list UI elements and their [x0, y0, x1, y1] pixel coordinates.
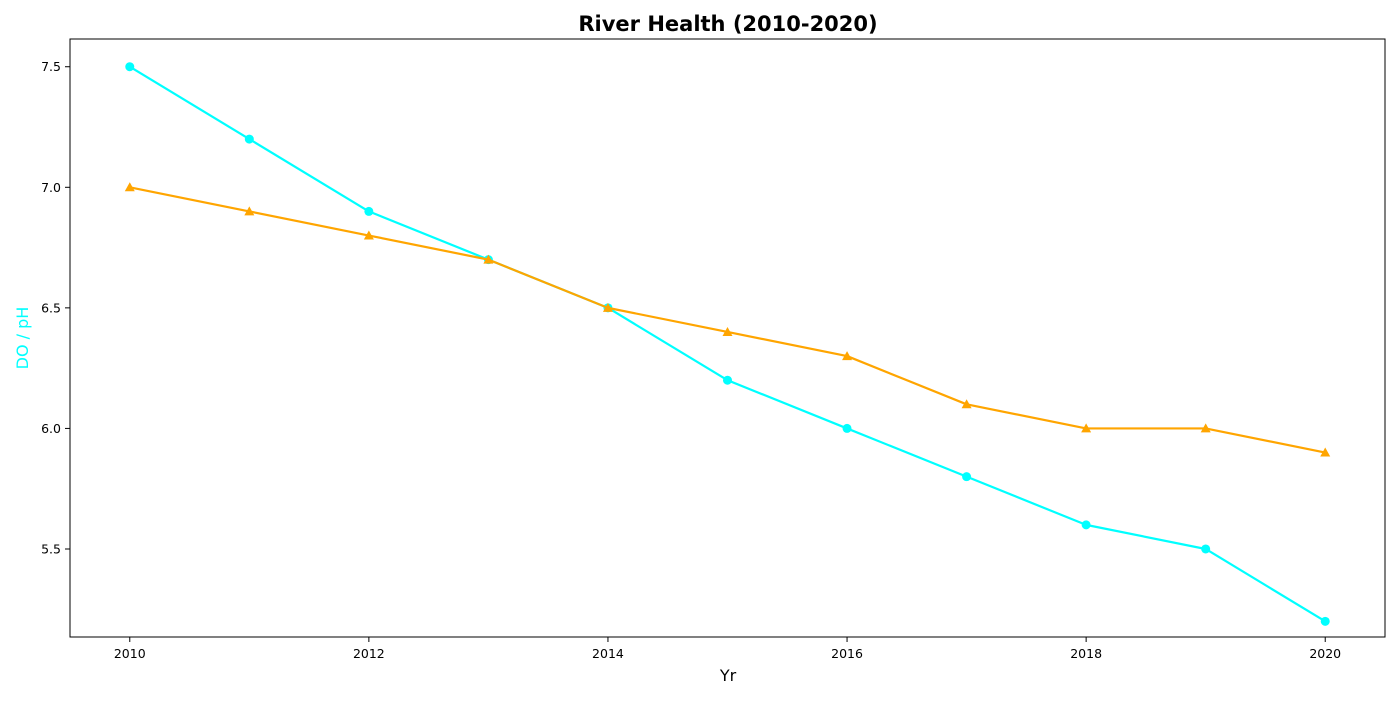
x-tick-label: 2018 — [1070, 646, 1102, 661]
data-point — [722, 326, 733, 336]
data-point — [842, 351, 853, 361]
data-point — [125, 62, 135, 72]
x-tick-label: 2020 — [1309, 646, 1341, 661]
data-point — [842, 423, 852, 433]
data-point — [364, 206, 374, 216]
data-point — [244, 206, 255, 216]
series-1 — [125, 62, 1330, 626]
data-point — [244, 134, 254, 144]
y-tick-label: 7.0 — [41, 180, 61, 195]
x-tick-label: 2010 — [114, 646, 146, 661]
data-point — [1081, 520, 1091, 530]
data-point — [962, 472, 972, 482]
data-point — [1200, 423, 1211, 433]
y-tick-label: 5.5 — [41, 541, 61, 556]
axes-frame — [69, 38, 1386, 638]
x-tick-label: 2012 — [353, 646, 385, 661]
data-point — [1081, 423, 1092, 433]
series-2 — [124, 182, 1331, 457]
data-point — [1201, 544, 1211, 554]
y-tick-label: 6.5 — [41, 300, 61, 315]
data-point — [1320, 616, 1330, 626]
chart-title: River Health (2010-2020) — [578, 12, 877, 36]
y-axis-label: DO / pH — [13, 307, 32, 370]
x-tick-label: 2014 — [592, 646, 624, 661]
data-point — [124, 182, 135, 192]
data-point — [961, 399, 972, 409]
series-layer — [124, 62, 1331, 626]
x-axis-label: Yr — [719, 666, 737, 685]
y-tick-label: 6.0 — [41, 421, 61, 436]
data-point — [483, 254, 494, 264]
data-point — [1320, 447, 1331, 457]
x-axis: 2010 2012 2014 2016 2018 2020 — [114, 637, 1341, 661]
x-tick-label: 2016 — [831, 646, 863, 661]
y-axis: 5.5 6.0 6.5 7.0 7.5 — [41, 59, 70, 556]
y-tick-label: 7.5 — [41, 59, 61, 74]
data-point — [723, 375, 732, 385]
data-point — [363, 230, 374, 240]
data-point — [602, 302, 613, 312]
